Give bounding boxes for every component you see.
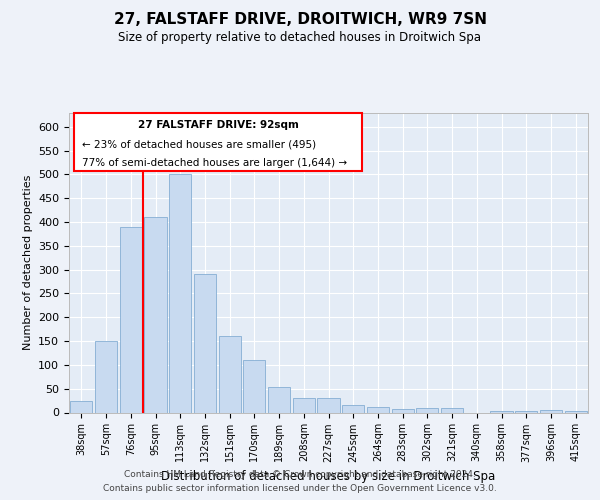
Bar bbox=[441, 408, 463, 412]
Bar bbox=[392, 409, 414, 412]
Bar bbox=[342, 405, 364, 412]
Bar bbox=[194, 274, 216, 412]
Bar bbox=[119, 227, 142, 412]
Bar bbox=[169, 174, 191, 412]
FancyBboxPatch shape bbox=[74, 112, 362, 171]
Bar bbox=[416, 408, 439, 412]
Text: Contains HM Land Registry data © Crown copyright and database right 2024.: Contains HM Land Registry data © Crown c… bbox=[124, 470, 476, 479]
Bar bbox=[70, 400, 92, 412]
Bar bbox=[293, 398, 315, 412]
Bar bbox=[268, 388, 290, 412]
Bar bbox=[540, 410, 562, 412]
Text: ← 23% of detached houses are smaller (495): ← 23% of detached houses are smaller (49… bbox=[82, 140, 316, 149]
Bar bbox=[145, 218, 167, 412]
Text: 27 FALSTAFF DRIVE: 92sqm: 27 FALSTAFF DRIVE: 92sqm bbox=[138, 120, 299, 130]
Bar bbox=[243, 360, 265, 412]
Bar bbox=[218, 336, 241, 412]
Text: 27, FALSTAFF DRIVE, DROITWICH, WR9 7SN: 27, FALSTAFF DRIVE, DROITWICH, WR9 7SN bbox=[113, 12, 487, 28]
Text: Size of property relative to detached houses in Droitwich Spa: Size of property relative to detached ho… bbox=[119, 31, 482, 44]
Y-axis label: Number of detached properties: Number of detached properties bbox=[23, 175, 32, 350]
Text: Contains public sector information licensed under the Open Government Licence v3: Contains public sector information licen… bbox=[103, 484, 497, 493]
Bar bbox=[317, 398, 340, 412]
Bar bbox=[95, 341, 117, 412]
Text: 77% of semi-detached houses are larger (1,644) →: 77% of semi-detached houses are larger (… bbox=[82, 158, 347, 168]
X-axis label: Distribution of detached houses by size in Droitwich Spa: Distribution of detached houses by size … bbox=[161, 470, 496, 483]
Bar bbox=[490, 410, 512, 412]
Bar bbox=[515, 410, 538, 412]
Bar bbox=[367, 407, 389, 412]
Bar bbox=[565, 410, 587, 412]
